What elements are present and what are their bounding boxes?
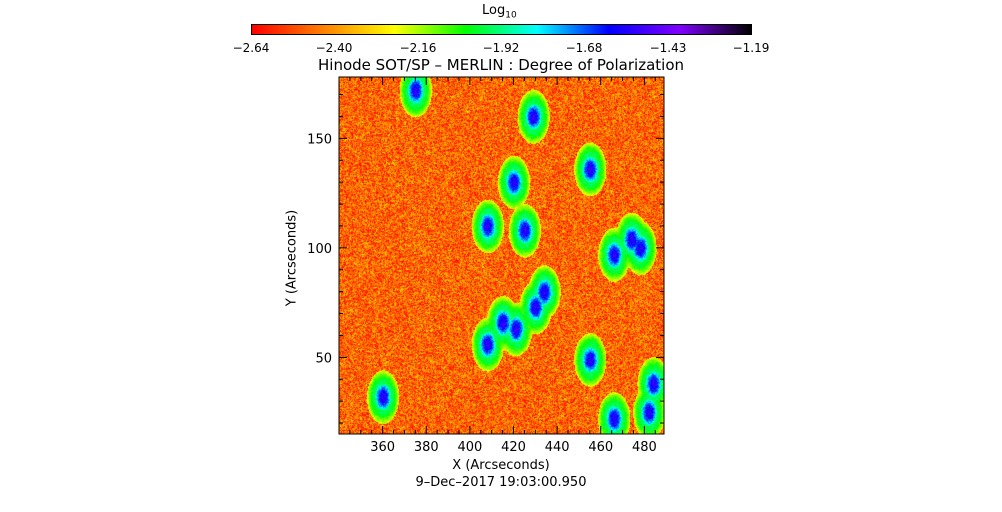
colorbar-tick: −1.68 (565, 41, 603, 55)
y-tick-label: 50 (315, 351, 332, 366)
x-tick-label: 420 (501, 440, 526, 455)
x-tick-label: 360 (370, 440, 395, 455)
colorbar-tick: −1.19 (732, 41, 770, 55)
y-tick-label: 150 (307, 132, 332, 147)
colorbar (251, 24, 752, 35)
plot-frame (338, 76, 665, 435)
x-axis-label: X (Arcseconds) (452, 458, 550, 473)
y-tick-label: 100 (307, 242, 332, 257)
colorbar-tick: −1.43 (649, 41, 687, 55)
colorbar-tick: −2.16 (399, 41, 437, 55)
observation-timestamp: 9–Dec–2017 19:03:00.950 (415, 475, 587, 490)
x-tick-label: 380 (414, 440, 439, 455)
colorbar-tick: −2.40 (315, 41, 353, 55)
polarization-heatmap (339, 77, 664, 434)
x-tick-label: 460 (588, 440, 613, 455)
colorbar-tick: −1.92 (482, 41, 520, 55)
x-tick-label: 440 (545, 440, 570, 455)
x-tick-label: 400 (457, 440, 482, 455)
x-tick-label: 480 (632, 440, 657, 455)
chart-title: Hinode SOT/SP – MERLIN : Degree of Polar… (318, 56, 684, 74)
colorbar-tick: −2.64 (232, 41, 270, 55)
colorbar-label: Log10 (482, 3, 517, 21)
y-axis-label: Y (Arcseconds) (284, 209, 300, 307)
